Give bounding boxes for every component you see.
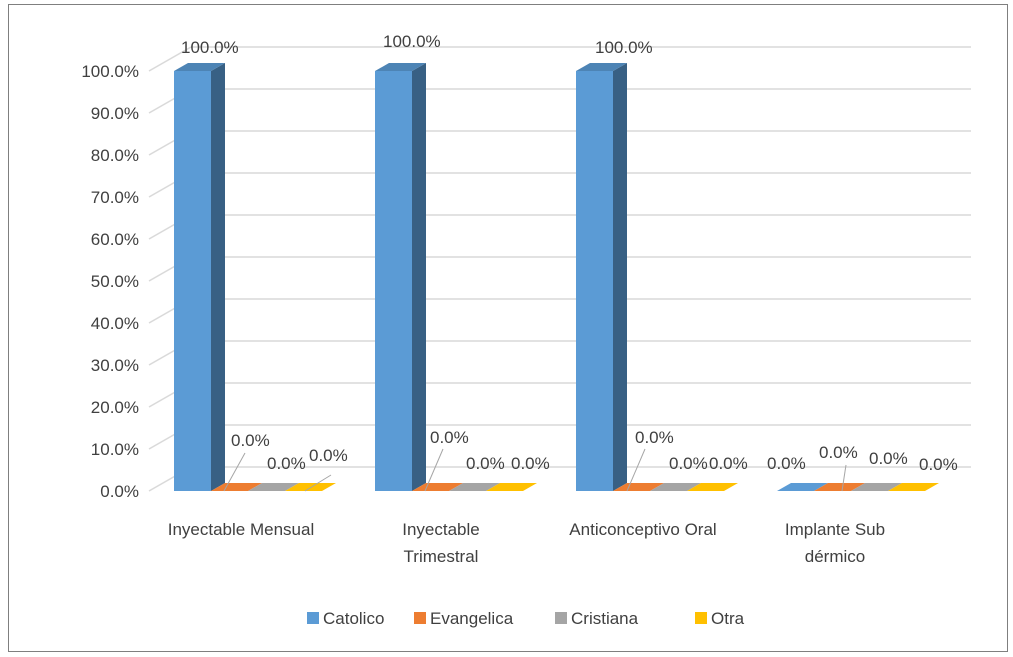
legend-label: Catolico	[323, 609, 384, 628]
bar-catolico	[777, 483, 828, 491]
data-label: 0.0%	[231, 431, 270, 450]
legend-swatch	[414, 612, 426, 624]
bar-front	[576, 71, 613, 491]
data-label: 0.0%	[869, 449, 908, 468]
bar-otra	[486, 483, 537, 491]
category-labels: Inyectable Mensual Inyectable Trimestral An…	[168, 520, 885, 566]
bar-chart: 0.0% 10.0% 20.0% 30.0% 40.0% 50.0% 60.0% 70.0% 8…	[81, 32, 971, 628]
bar-evangelica	[814, 483, 865, 491]
bar-top	[174, 63, 225, 71]
category-label: Anticonceptivo Oral	[569, 520, 716, 539]
legend-swatch	[307, 612, 319, 624]
data-labels: 100.0%0.0%0.0% 0.0%100.0%0.0%0.0% 0.0%100.…	[181, 32, 958, 474]
category-label: Inyectable	[402, 520, 480, 539]
y-tick-label: 10.0%	[91, 440, 139, 459]
bar-otra	[687, 483, 738, 491]
gridline-diag	[148, 46, 192, 72]
y-tick-label: 50.0%	[91, 272, 139, 291]
gridlines	[148, 46, 971, 492]
y-tick-label: 20.0%	[91, 398, 139, 417]
bar-side	[211, 63, 225, 491]
data-label: 0.0%	[430, 428, 469, 447]
bar-catolico	[576, 63, 627, 491]
legend-item-evangelica: Evangelica	[414, 609, 514, 628]
bar-evangelica	[412, 483, 463, 491]
leader-line	[424, 448, 444, 492]
category-label: Implante Sub	[785, 520, 885, 539]
bar-otra	[285, 483, 336, 491]
chart-frame: 0.0% 10.0% 20.0% 30.0% 40.0% 50.0% 60.0% 70.0% 8…	[8, 4, 1008, 652]
bar-cristiana	[851, 483, 902, 491]
data-label: 0.0%	[819, 443, 858, 462]
data-label: 0.0%	[466, 454, 505, 473]
legend-item-catolico: Catolico	[307, 609, 384, 628]
data-label: 0.0%	[767, 454, 806, 473]
bar-flat	[777, 483, 828, 491]
bar-cristiana	[248, 483, 299, 491]
bar-flat	[650, 483, 701, 491]
leader-lines	[223, 448, 847, 492]
bar-front	[174, 71, 211, 491]
legend-swatch	[695, 612, 707, 624]
bar-flat	[449, 483, 500, 491]
legend-swatch	[555, 612, 567, 624]
y-tick-label: 0.0%	[100, 482, 139, 501]
bar-flat	[248, 483, 299, 491]
data-label: 0.0%	[635, 428, 674, 447]
y-tick-label: 40.0%	[91, 314, 139, 333]
bar-flat	[613, 483, 664, 491]
leader-line	[304, 474, 332, 492]
bar-flat	[888, 483, 939, 491]
bar-top	[576, 63, 627, 71]
bar-cristiana	[650, 483, 701, 491]
bar-top	[375, 63, 426, 71]
bar-evangelica	[613, 483, 664, 491]
data-label: 100.0%	[383, 32, 441, 51]
legend: Catolico Evangelica Cristiana Otra	[307, 609, 745, 628]
bar-cristiana	[449, 483, 500, 491]
data-label: 0.0%	[669, 454, 708, 473]
y-tick-label: 90.0%	[91, 104, 139, 123]
bar-catolico	[375, 63, 426, 491]
data-label: 0.0%	[267, 454, 306, 473]
category-label: Trimestral	[404, 547, 479, 566]
category-label: dérmico	[805, 547, 865, 566]
data-label: 0.0%	[709, 454, 748, 473]
category-label: Inyectable Mensual	[168, 520, 314, 539]
y-tick-label: 100.0%	[81, 62, 139, 81]
data-label: 0.0%	[511, 454, 550, 473]
y-tick-label: 70.0%	[91, 188, 139, 207]
legend-label: Cristiana	[571, 609, 639, 628]
bar-flat	[814, 483, 865, 491]
data-label: 100.0%	[181, 38, 239, 57]
legend-item-otra: Otra	[695, 609, 745, 628]
bar-flat	[486, 483, 537, 491]
bar-flat	[285, 483, 336, 491]
bar-flat	[211, 483, 262, 491]
bars	[174, 63, 939, 491]
bar-flat	[851, 483, 902, 491]
leader-line	[841, 464, 847, 492]
bar-otra	[888, 483, 939, 491]
y-tick-label: 80.0%	[91, 146, 139, 165]
data-label: 100.0%	[595, 38, 653, 57]
bar-flat	[412, 483, 463, 491]
bar-catolico	[174, 63, 225, 491]
legend-label: Evangelica	[430, 609, 514, 628]
bar-side	[613, 63, 627, 491]
y-tick-label: 30.0%	[91, 356, 139, 375]
data-label: 0.0%	[919, 455, 958, 474]
bar-flat	[687, 483, 738, 491]
legend-item-cristiana: Cristiana	[555, 609, 639, 628]
leader-line	[626, 448, 646, 492]
y-axis: 0.0% 10.0% 20.0% 30.0% 40.0% 50.0% 60.0% 70.0% 8…	[81, 62, 139, 501]
y-tick-label: 60.0%	[91, 230, 139, 249]
legend-label: Otra	[711, 609, 745, 628]
bar-evangelica	[211, 483, 262, 491]
bar-side	[412, 63, 426, 491]
leader-line	[223, 452, 246, 492]
data-label: 0.0%	[309, 446, 348, 465]
bar-front	[375, 71, 412, 491]
